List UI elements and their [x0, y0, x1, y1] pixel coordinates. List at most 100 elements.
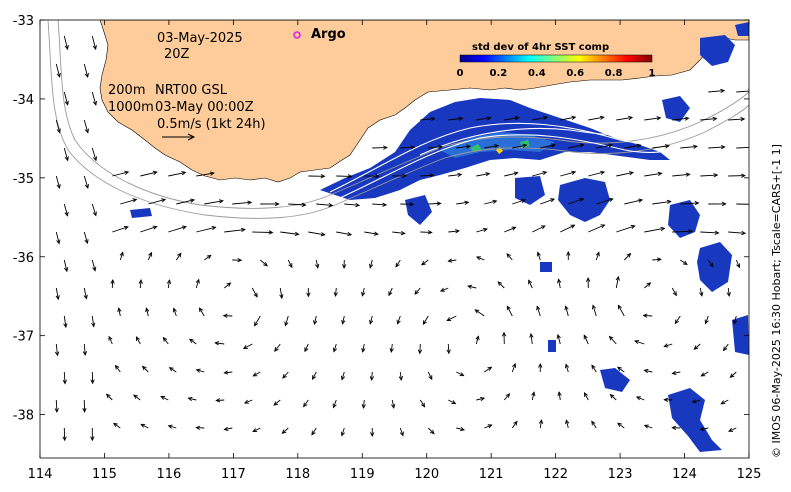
velocity-arrow-head: [395, 262, 400, 268]
velocity-arrow-head: [688, 229, 694, 234]
velocity-arrow: [392, 231, 405, 234]
velocity-arrow-head: [475, 256, 481, 261]
velocity-arrow-head: [646, 282, 652, 287]
velocity-arrow: [588, 224, 605, 233]
velocity-arrow-head: [446, 349, 451, 355]
velocity-arrow: [565, 364, 569, 373]
velocity-arrow-head: [749, 203, 753, 206]
velocity-arrow-head: [536, 305, 541, 311]
velocity-arrow-head: [617, 304, 622, 310]
scale-label: 0.5m/s (1kt 24h): [157, 117, 266, 132]
velocity-arrow: [119, 252, 124, 261]
velocity-arrow: [674, 315, 681, 324]
velocity-arrow: [55, 63, 61, 78]
velocity-arrow-head: [218, 199, 224, 204]
velocity-arrow: [163, 337, 169, 345]
velocity-arrow-head: [341, 319, 346, 325]
velocity-arrow: [446, 315, 457, 321]
velocity-arrow: [506, 253, 513, 261]
velocity-arrow-head: [172, 307, 177, 313]
velocity-arrow: [595, 252, 600, 261]
x-tick-label: 114: [28, 467, 53, 482]
velocity-arrow-head: [487, 424, 493, 429]
velocity-arrow: [108, 336, 113, 345]
velocity-arrow: [189, 338, 197, 345]
velocity-arrow-head: [240, 227, 246, 233]
velocity-arrow: [224, 371, 233, 374]
velocity-arrow-head: [726, 292, 731, 297]
velocity-arrow: [448, 173, 462, 177]
velocity-arrow: [196, 369, 205, 373]
velocity-arrow: [91, 259, 96, 271]
velocity-arrow: [279, 287, 283, 299]
velocity-arrow: [700, 427, 709, 431]
colorbar-tick-label: 0.8: [605, 68, 623, 79]
velocity-arrow: [701, 371, 709, 377]
velocity-arrow-head: [713, 173, 719, 178]
velocity-arrow: [232, 201, 252, 205]
velocity-arrow: [342, 315, 345, 324]
velocity-arrow-head: [274, 201, 280, 207]
velocity-arrow-head: [92, 156, 98, 162]
velocity-arrow: [308, 231, 325, 236]
velocity-arrow-head: [306, 292, 311, 298]
credit-text: © IMOS 06-May-2025 16:30 Hobart; Tscale=…: [770, 144, 783, 458]
velocity-arrow-head: [223, 370, 229, 375]
velocity-arrow: [120, 198, 137, 205]
velocity-arrow: [448, 399, 456, 405]
velocity-arrow: [215, 342, 225, 345]
velocity-arrow-head: [328, 202, 334, 208]
colorbar-tick-label: 0.4: [528, 68, 546, 79]
velocity-arrow-head: [439, 287, 445, 292]
current-streamlines: [329, 99, 749, 199]
velocity-arrow-head: [226, 282, 232, 287]
velocity-arrow-head: [82, 351, 88, 356]
velocity-arrow-head: [64, 100, 69, 106]
velocity-arrow-head: [660, 226, 666, 232]
velocity-arrow-head: [634, 339, 640, 345]
velocity-arrow-head: [501, 331, 507, 337]
velocity-arrow-head: [557, 278, 562, 284]
velocity-arrow: [312, 371, 317, 380]
velocity-arrow: [282, 371, 289, 379]
velocity-arrow: [362, 343, 365, 352]
velocity-arrow: [204, 254, 212, 261]
velocity-arrow-head: [383, 145, 388, 150]
velocity-arrow: [224, 229, 245, 233]
model-name-label: NRT00 GSL: [155, 83, 228, 98]
velocity-arrow: [167, 280, 170, 289]
date-label: 03-May-2025: [157, 31, 243, 46]
velocity-arrow-head: [584, 392, 589, 397]
velocity-arrow-head: [615, 275, 620, 281]
velocity-arrow: [140, 171, 157, 177]
velocity-arrow-head: [422, 320, 427, 326]
velocity-arrow-head: [733, 319, 738, 325]
y-tick-label: -36: [13, 251, 34, 266]
velocity-arrow-head: [243, 399, 249, 404]
velocity-arrow: [511, 421, 518, 429]
velocity-arrow-head: [223, 426, 229, 431]
velocity-arrow: [160, 396, 169, 401]
velocity-arrow-head: [656, 116, 662, 121]
velocity-arrow-head: [579, 197, 585, 202]
velocity-arrow-head: [347, 231, 353, 237]
velocity-arrow-head: [361, 347, 366, 353]
velocity-arrow-head: [556, 333, 561, 339]
velocity-arrow: [83, 231, 88, 244]
velocity-arrow: [391, 399, 395, 408]
velocity-arrow-head: [64, 156, 69, 162]
velocity-arrow: [560, 224, 575, 233]
argo-float-marker[interactable]: [293, 31, 301, 39]
velocity-arrow: [532, 171, 547, 177]
velocity-arrow: [531, 392, 535, 401]
velocity-arrow-head: [540, 225, 546, 230]
velocity-arrow-head: [600, 224, 606, 229]
velocity-arrow-head: [389, 348, 394, 353]
velocity-arrow: [680, 202, 699, 205]
colorbar-tick-label: 0.2: [490, 68, 508, 79]
velocity-arrow: [399, 427, 404, 436]
velocity-arrow: [558, 392, 561, 401]
velocity-arrow: [428, 146, 443, 149]
y-tick-label: -37: [13, 330, 34, 345]
